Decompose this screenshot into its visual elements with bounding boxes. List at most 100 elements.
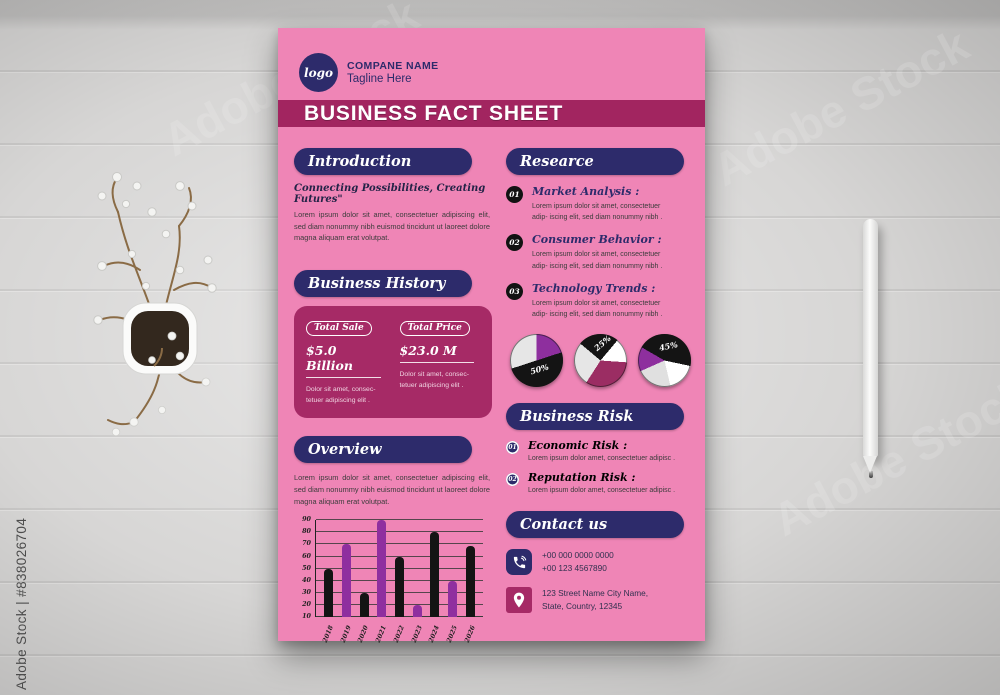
- stat-value: $5.0 Billion: [306, 343, 353, 374]
- title-banner: BUSINESS FACT SHEET: [278, 100, 705, 127]
- x-tick-label: 2018: [320, 624, 335, 644]
- logo-text: logo: [304, 65, 333, 80]
- x-tick-label: 2021: [374, 624, 389, 644]
- stat-value: $23.0 M: [399, 343, 457, 359]
- phone-number: +00 123 4567890: [542, 563, 607, 574]
- bar: [412, 605, 422, 618]
- stats-panel: Total Sale $5.0 Billion Dolor sit amet, …: [294, 306, 492, 419]
- bar-chart: 10 20 30 40 50 60 70 80 90 2018 2019 2020 2021 2022 2…: [298, 515, 492, 653]
- x-tick-label: 2019: [338, 624, 353, 644]
- logo-badge: logo: [299, 53, 338, 92]
- research-item-body: Lorem ipsum dolor sit amet, consectetuer…: [532, 203, 663, 222]
- bar: [359, 592, 369, 618]
- document-header: logo COMPANE NAME Tagline Here: [278, 28, 705, 100]
- risk-item-body: Lorem ipsum dolor amet, consectetuer adi…: [528, 455, 676, 463]
- stat-description: Dolor sit amet, consec- tetuer adipiscin…: [399, 371, 470, 389]
- research-item: 01 Market Analysis : Lorem ipsum dolor s…: [506, 185, 691, 223]
- pie-charts: 50% 25% 45%: [510, 334, 691, 388]
- section-introduction-heading: Introduction: [294, 148, 472, 175]
- y-tick-label: 20: [302, 600, 311, 609]
- research-item: 02 Consumer Behavior : Lorem ipsum dolor…: [506, 233, 691, 271]
- address-line: 123 Street Name City Name,: [542, 587, 649, 598]
- stat-label: Total Sale: [306, 321, 372, 337]
- y-tick-label: 40: [302, 575, 311, 584]
- phone-number: +00 000 0000 0000: [542, 550, 614, 561]
- stat-label: Total Price: [399, 321, 470, 337]
- company-tagline: Tagline Here: [347, 73, 412, 85]
- number-badge: 01: [506, 441, 519, 455]
- x-tick-label: 2020: [356, 624, 371, 644]
- content-columns: Introduction Connecting Possibilities, C…: [278, 127, 705, 653]
- y-tick-label: 60: [302, 551, 311, 560]
- stat-total-price: Total Price $23.0 M Dolor sit amet, cons…: [399, 317, 482, 406]
- stat-description: Dolor sit amet, consec- tetuer adipiscin…: [306, 386, 376, 404]
- bar: [324, 568, 334, 618]
- bar-chart-yaxis: 10 20 30 40 50 60 70 80 90: [298, 515, 315, 621]
- x-tick-label: 2025: [445, 624, 460, 644]
- gridline: [316, 555, 483, 557]
- location-pin-icon: [506, 586, 532, 613]
- adobe-stock-watermark: Adobe Stock: [764, 368, 1000, 546]
- stat-total-sale: Total Sale $5.0 Billion Dolor sit amet, …: [306, 317, 388, 406]
- pen-decoration: [863, 219, 878, 478]
- stat-underline: [306, 377, 381, 379]
- phone-icon: [506, 549, 532, 576]
- bar-chart-xaxis: 2018 2019 2020 2021 2022 2023 2024 2025 2026: [315, 617, 483, 653]
- bar: [377, 520, 387, 618]
- contact-phone-row: +00 000 0000 0000 +00 123 4567890: [506, 549, 691, 576]
- gridline: [316, 531, 483, 533]
- pie-chart: 50%: [510, 334, 563, 388]
- research-item: 03 Technology Trends : Lorem ipsum dolor…: [506, 282, 691, 320]
- research-item-title: Consumer Behavior :: [532, 233, 662, 247]
- bar-chart-plot: [315, 519, 483, 618]
- y-tick-label: 70: [302, 539, 311, 548]
- number-badge: 02: [506, 234, 523, 252]
- y-tick-label: 10: [302, 612, 311, 621]
- y-tick-label: 30: [302, 587, 311, 596]
- pen-tip: [868, 471, 873, 478]
- section-research-heading: Researce: [506, 148, 684, 175]
- company-name: COMPANE NAME: [347, 60, 439, 72]
- fact-sheet-document: logo COMPANE NAME Tagline Here BUSINESS …: [278, 28, 705, 644]
- overview-body: Lorem ipsum dolor sit amet, consectetuer…: [294, 473, 490, 506]
- section-overview-heading: Overview: [294, 436, 472, 464]
- pie-label: 45%: [658, 339, 679, 353]
- stock-id-watermark: Adobe Stock | #838026704: [14, 517, 29, 690]
- research-item-title: Market Analysis :: [532, 185, 640, 198]
- pie-label: 50%: [529, 361, 550, 377]
- page-title: BUSINESS FACT SHEET: [304, 101, 564, 125]
- number-badge: 02: [506, 473, 519, 487]
- bar: [394, 556, 404, 618]
- research-item-body: Lorem ipsum dolor sit amet, consectetuer…: [532, 251, 663, 270]
- y-tick-label: 90: [302, 515, 311, 524]
- x-tick-label: 2026: [462, 624, 477, 644]
- risk-item-body: Lorem ipsum dolor amet, consectetuer adi…: [528, 487, 676, 495]
- x-tick-label: 2024: [427, 624, 442, 644]
- section-contact-heading: Contact us: [506, 511, 684, 539]
- research-item-title: Technology Trends :: [532, 281, 656, 295]
- gridline: [316, 543, 483, 545]
- risk-item: 02 Reputation Risk : Lorem ipsum dolor a…: [506, 471, 691, 494]
- number-badge: 01: [506, 186, 523, 203]
- left-column: Introduction Connecting Possibilities, C…: [294, 148, 492, 653]
- gridline: [316, 519, 483, 521]
- number-badge: 03: [506, 282, 523, 300]
- x-tick-label: 2023: [409, 624, 424, 644]
- contact-address-row: 123 Street Name City Name, State, Countr…: [506, 586, 691, 614]
- risk-item-title: Reputation Risk :: [528, 471, 636, 485]
- bar-slots: [316, 520, 483, 618]
- section-business-history-heading: Business History: [294, 270, 472, 298]
- research-item-body: Lorem ipsum dolor sit amet, consectetuer…: [532, 299, 663, 318]
- right-column: Researce 01 Market Analysis : Lorem ipsu…: [504, 148, 691, 653]
- y-tick-label: 80: [302, 527, 311, 536]
- risk-item-title: Economic Risk :: [528, 439, 628, 453]
- bar: [447, 580, 457, 618]
- address-line: State, Country, 12345: [542, 600, 623, 611]
- section-business-risk-heading: Business Risk: [506, 403, 684, 431]
- risk-item: 01 Economic Risk : Lorem ipsum dolor ame…: [506, 439, 691, 462]
- bar: [430, 532, 440, 618]
- introduction-subtitle: Connecting Possibilities, Creating Futur…: [294, 183, 486, 205]
- introduction-body: Lorem ipsum dolor sit amet, consectetuer…: [294, 210, 490, 243]
- stat-underline: [399, 362, 475, 364]
